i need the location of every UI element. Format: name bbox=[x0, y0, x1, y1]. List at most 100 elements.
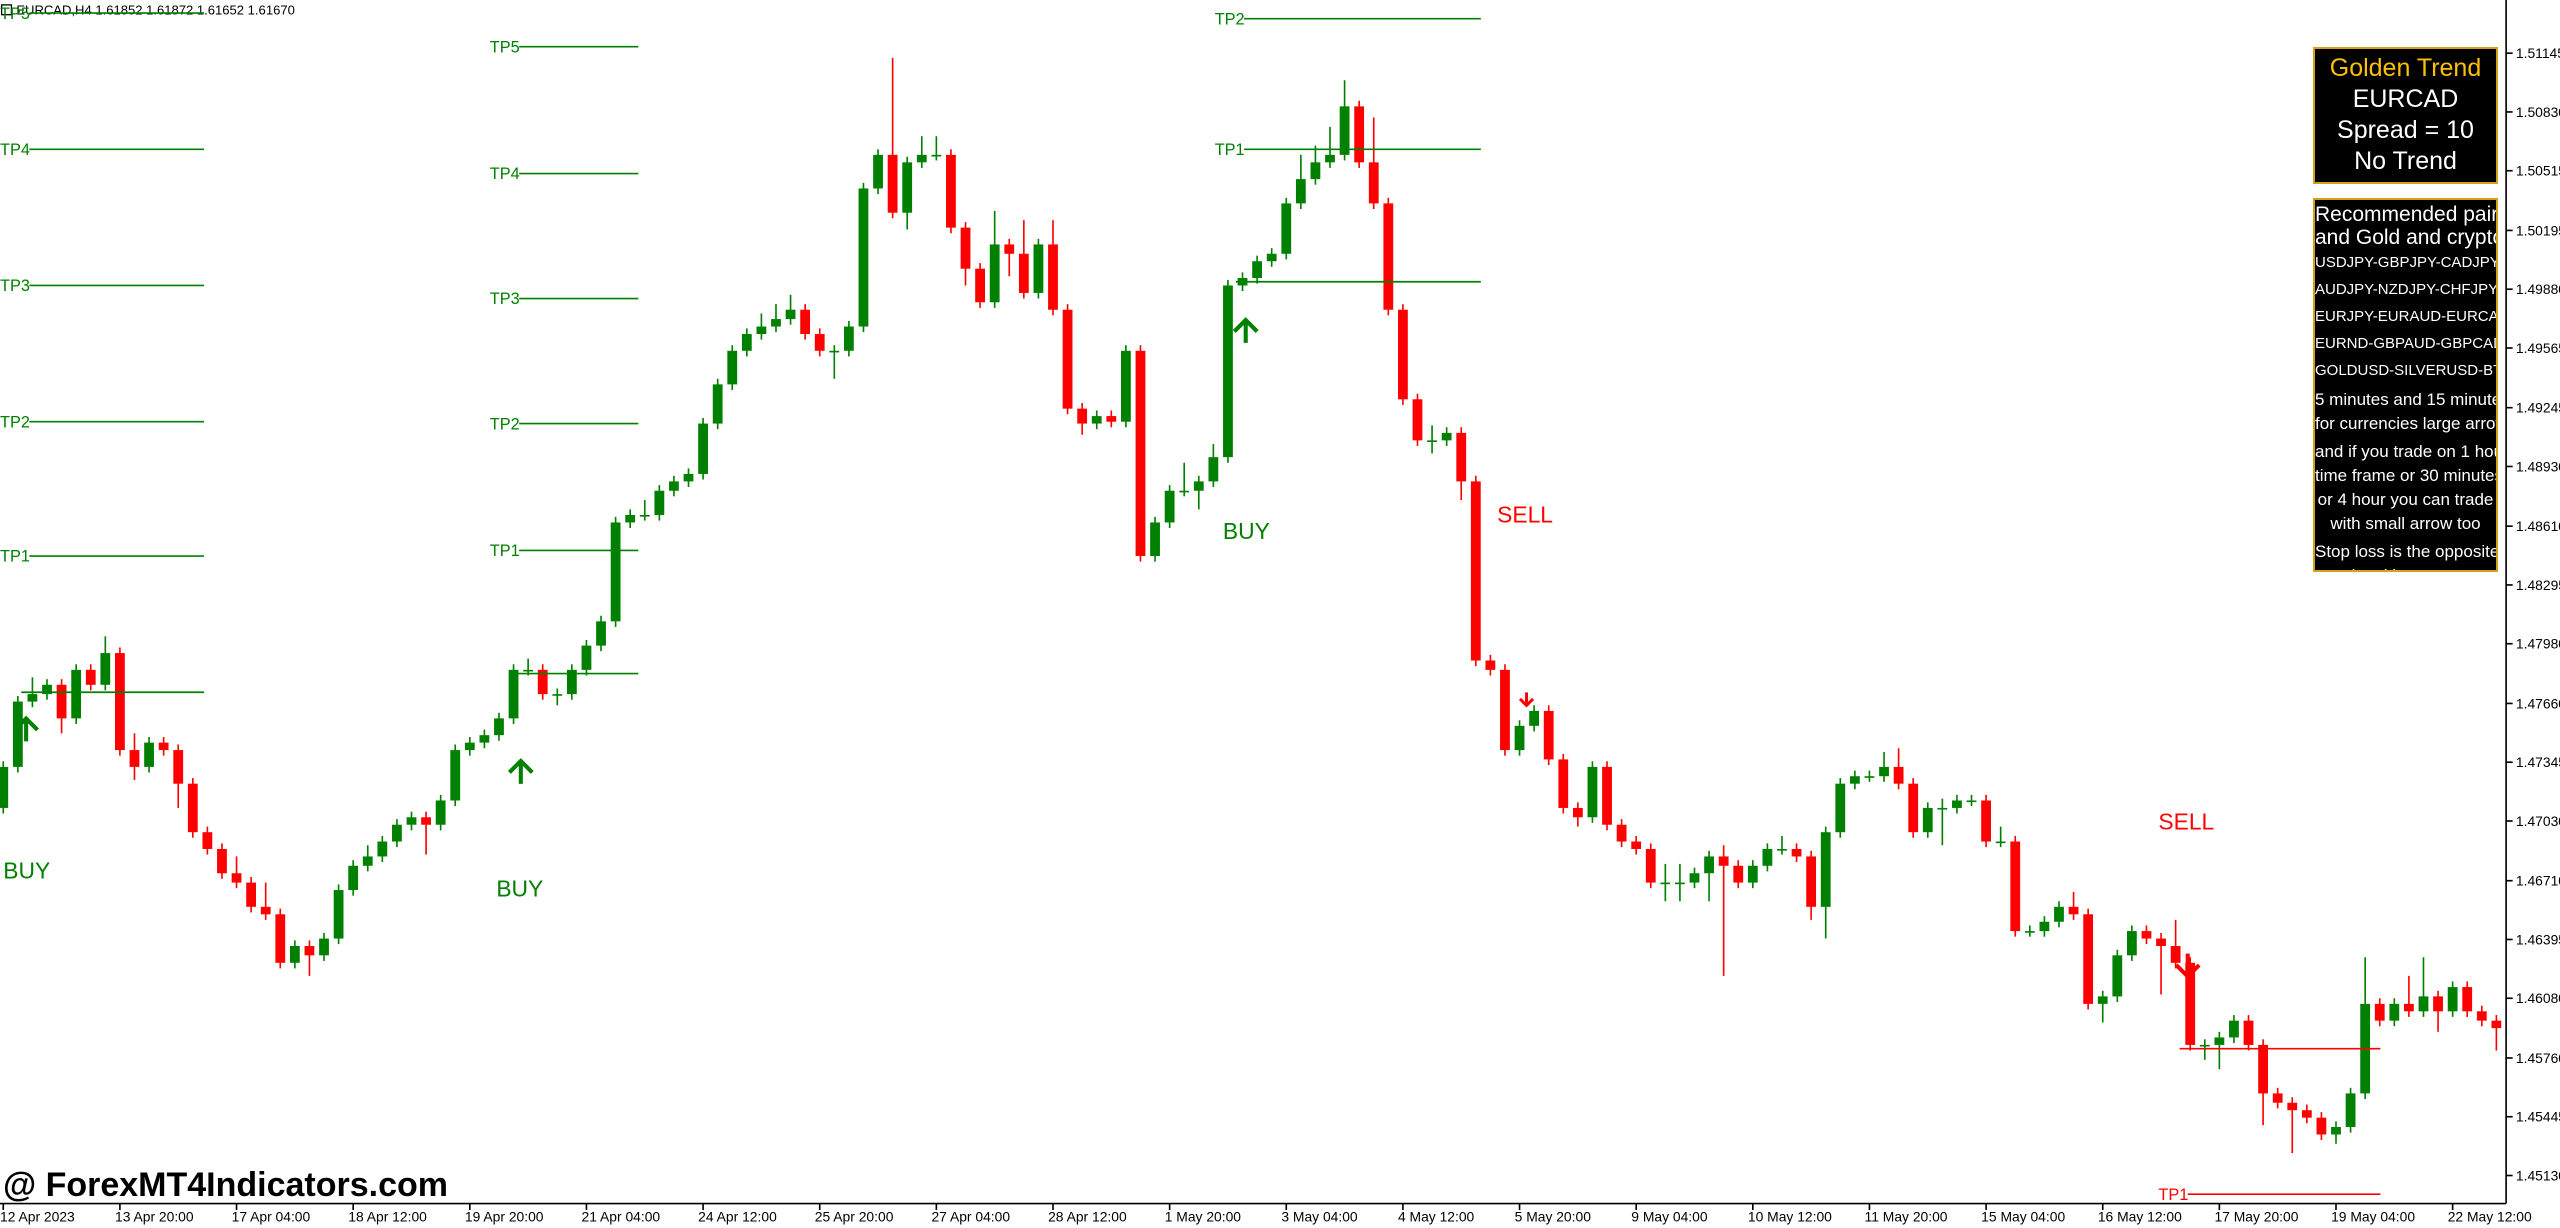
candle-body bbox=[2141, 931, 2152, 939]
candle-body bbox=[2491, 1020, 2502, 1029]
candle-body bbox=[1412, 399, 1423, 441]
candle-body bbox=[566, 669, 577, 695]
notes-pairs: EURND-GBPAUD-GBPCAD bbox=[2315, 335, 2498, 352]
x-tick-label: 21 Apr 04:00 bbox=[582, 1208, 661, 1224]
candle-body bbox=[333, 890, 344, 939]
candle-body bbox=[669, 481, 679, 491]
candle-body bbox=[1091, 416, 1102, 424]
notes-line: time frame or 30 minutes bbox=[2315, 466, 2498, 485]
x-tick-label: 12 Apr 2023 bbox=[0, 1208, 75, 1224]
candle-body bbox=[1325, 154, 1335, 163]
y-tick-label: 1.47030 bbox=[2516, 813, 2560, 829]
candle-body bbox=[785, 309, 796, 320]
candle-body bbox=[1310, 162, 1321, 180]
candle-body bbox=[158, 742, 169, 751]
candle-body bbox=[1864, 776, 1875, 778]
candle-body bbox=[2374, 1003, 2385, 1021]
y-tick-label: 1.49245 bbox=[2516, 400, 2560, 416]
notes-line: and if you trade on 1 hour bbox=[2315, 442, 2498, 461]
tp-label: TP1 bbox=[2158, 1186, 2188, 1204]
candle-body bbox=[2287, 1102, 2298, 1111]
candle-body bbox=[1645, 848, 1656, 883]
candle-body bbox=[2126, 931, 2137, 956]
candle-body bbox=[2462, 987, 2473, 1012]
candle-body bbox=[1529, 710, 1540, 726]
candle-body bbox=[989, 244, 1000, 303]
candle-body bbox=[2214, 1037, 2225, 1045]
signal-label: BUY bbox=[1223, 518, 1270, 544]
y-tick-label: 1.51145 bbox=[2516, 45, 2560, 61]
candle-body bbox=[319, 938, 329, 956]
candle-body bbox=[508, 669, 519, 719]
candle-body bbox=[946, 154, 956, 228]
trend-panel: Golden Trend EURCAD Spread = 10 No Trend bbox=[2313, 47, 2498, 184]
notes-title: and Gold and crypto bbox=[2315, 226, 2498, 249]
y-tick-label: 1.46395 bbox=[2516, 931, 2560, 947]
candle-body bbox=[1908, 783, 1919, 833]
tp-label: TP1 bbox=[0, 548, 30, 566]
candle-body bbox=[610, 522, 621, 622]
candle-body bbox=[85, 669, 96, 685]
candle-body bbox=[1193, 481, 1204, 491]
candle-body bbox=[231, 873, 242, 883]
candle-body bbox=[2272, 1093, 2283, 1103]
candle-body bbox=[27, 694, 38, 702]
signal-arrow bbox=[1232, 317, 1259, 343]
candle-body bbox=[1820, 832, 1831, 907]
candle-body bbox=[698, 423, 708, 474]
x-tick-label: 13 Apr 20:00 bbox=[115, 1208, 194, 1224]
candle-body bbox=[639, 514, 650, 517]
x-tick-label: 4 May 12:00 bbox=[1398, 1208, 1475, 1224]
candle-body bbox=[523, 669, 534, 672]
candle-body bbox=[115, 653, 125, 751]
watermark: @ ForexMT4Indicators.com bbox=[3, 1166, 449, 1204]
candle-body bbox=[2476, 1011, 2487, 1021]
candle-body bbox=[2170, 946, 2181, 963]
notes-line: with small arrow too bbox=[2330, 514, 2481, 533]
candle-body bbox=[1441, 432, 1452, 441]
candle-body bbox=[260, 906, 271, 915]
candle-body bbox=[1223, 285, 1233, 458]
panel-title: Golden Trend bbox=[2329, 54, 2482, 82]
tp-label: TP4 bbox=[490, 165, 520, 183]
candle-body bbox=[2331, 1127, 2341, 1135]
candle-body bbox=[1033, 244, 1044, 293]
candle-body bbox=[1806, 856, 1817, 907]
notes-pairs: GOLDUSD-SILVERUSD-BTCUSD bbox=[2315, 362, 2496, 379]
candle-body bbox=[1791, 848, 1802, 857]
candle-body bbox=[2243, 1020, 2254, 1045]
candle-body bbox=[144, 742, 154, 767]
candle-body bbox=[1893, 766, 1904, 784]
candle-body bbox=[56, 684, 67, 719]
candle-body bbox=[2156, 938, 2166, 947]
tp-label: TP2 bbox=[0, 413, 30, 431]
candle-body bbox=[1281, 203, 1292, 254]
candle-body bbox=[2097, 996, 2108, 1004]
candle-body bbox=[1952, 800, 1962, 808]
x-tick-label: 19 May 04:00 bbox=[2331, 1208, 2415, 1224]
candle-body bbox=[1383, 203, 1394, 310]
notes-group: 5 minutes and 15 minutes for currencies l… bbox=[2315, 388, 2496, 436]
candle-body bbox=[1135, 350, 1146, 557]
notes-pairs: AUDJPY-NZDJPY-CHFJPY bbox=[2315, 281, 2498, 298]
panel-line: Spread = 10 bbox=[2337, 116, 2474, 144]
candle-body bbox=[2068, 906, 2079, 915]
candle-body bbox=[421, 817, 431, 825]
candle-body bbox=[1631, 841, 1642, 849]
candle-body bbox=[1004, 244, 1015, 254]
candle-body bbox=[1252, 261, 1263, 279]
signal-label: BUY bbox=[496, 876, 543, 902]
y-tick-label: 1.45445 bbox=[2516, 1109, 2560, 1125]
candle-body bbox=[916, 154, 927, 163]
signal-label: BUY bbox=[3, 858, 50, 884]
x-tick-label: 5 May 20:00 bbox=[1515, 1208, 1592, 1224]
candle-body bbox=[1558, 759, 1569, 808]
candle-body bbox=[800, 309, 811, 334]
candle-body bbox=[683, 473, 694, 482]
tp-label: TP5 bbox=[490, 38, 520, 56]
tp-label: TP2 bbox=[490, 415, 520, 433]
candle-body bbox=[450, 750, 461, 801]
candle-body bbox=[654, 490, 665, 515]
candle-body bbox=[0, 766, 9, 808]
